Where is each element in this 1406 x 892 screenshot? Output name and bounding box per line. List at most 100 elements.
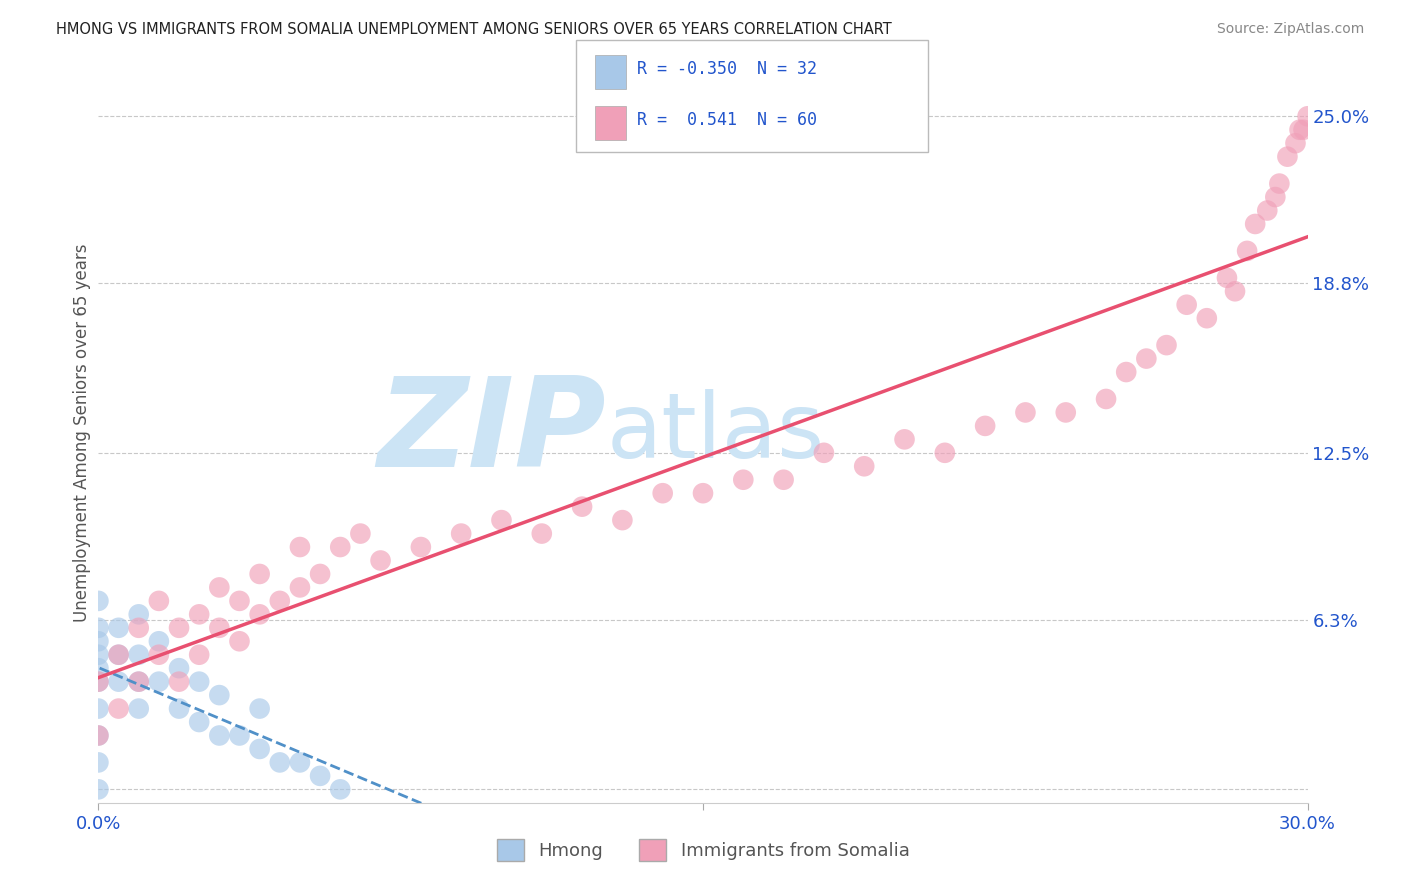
- Point: [87, 701, 110, 715]
- Point: [1268, 177, 1291, 191]
- Point: [208, 621, 231, 635]
- Point: [450, 526, 472, 541]
- Point: [1223, 285, 1246, 299]
- Point: [87, 594, 110, 608]
- Point: [249, 701, 271, 715]
- Point: [733, 473, 755, 487]
- Point: [228, 729, 250, 743]
- Point: [491, 513, 513, 527]
- Point: [813, 446, 835, 460]
- Point: [249, 742, 271, 756]
- Point: [87, 634, 110, 648]
- Point: [893, 433, 915, 447]
- Text: HMONG VS IMMIGRANTS FROM SOMALIA UNEMPLOYMENT AMONG SENIORS OVER 65 YEARS CORREL: HMONG VS IMMIGRANTS FROM SOMALIA UNEMPLO…: [56, 22, 891, 37]
- Point: [107, 648, 129, 662]
- Point: [288, 540, 311, 554]
- Point: [208, 688, 231, 702]
- Point: [249, 607, 271, 622]
- Point: [974, 418, 997, 433]
- Point: [87, 729, 110, 743]
- Point: [87, 782, 110, 797]
- Point: [1156, 338, 1178, 352]
- Point: [208, 729, 231, 743]
- Text: atlas: atlas: [606, 389, 824, 476]
- Point: [349, 526, 371, 541]
- Point: [188, 674, 211, 689]
- Text: R = -0.350  N = 32: R = -0.350 N = 32: [637, 61, 817, 78]
- Point: [228, 594, 250, 608]
- Point: [1264, 190, 1286, 204]
- Point: [409, 540, 432, 554]
- Point: [87, 648, 110, 662]
- Point: [1256, 203, 1278, 218]
- Point: [329, 540, 352, 554]
- Text: Source: ZipAtlas.com: Source: ZipAtlas.com: [1216, 22, 1364, 37]
- Point: [612, 513, 634, 527]
- Point: [188, 714, 211, 729]
- Point: [1195, 311, 1218, 326]
- Text: R =  0.541  N = 60: R = 0.541 N = 60: [637, 112, 817, 129]
- Point: [1054, 405, 1077, 419]
- Point: [1244, 217, 1267, 231]
- Point: [87, 661, 110, 675]
- Point: [370, 553, 392, 567]
- Point: [329, 782, 352, 797]
- Point: [167, 701, 190, 715]
- Point: [87, 674, 110, 689]
- Point: [1115, 365, 1137, 379]
- Point: [772, 473, 794, 487]
- Point: [107, 674, 129, 689]
- Point: [128, 607, 150, 622]
- Point: [87, 729, 110, 743]
- Point: [1284, 136, 1306, 151]
- Point: [1014, 405, 1036, 419]
- Point: [1216, 270, 1239, 285]
- Point: [107, 701, 129, 715]
- Point: [651, 486, 673, 500]
- Text: ZIP: ZIP: [378, 372, 606, 493]
- Point: [1175, 298, 1198, 312]
- Point: [87, 621, 110, 635]
- Point: [188, 607, 211, 622]
- Point: [148, 634, 170, 648]
- Y-axis label: Unemployment Among Seniors over 65 years: Unemployment Among Seniors over 65 years: [73, 244, 91, 622]
- Point: [167, 621, 190, 635]
- Point: [309, 566, 332, 581]
- Point: [128, 674, 150, 689]
- Point: [208, 581, 231, 595]
- Point: [1135, 351, 1157, 366]
- Point: [288, 756, 311, 770]
- Point: [269, 756, 291, 770]
- Point: [228, 634, 250, 648]
- Point: [269, 594, 291, 608]
- Point: [1236, 244, 1258, 258]
- Legend: Hmong, Immigrants from Somalia: Hmong, Immigrants from Somalia: [489, 831, 917, 868]
- Point: [107, 648, 129, 662]
- Point: [1292, 122, 1315, 136]
- Point: [188, 648, 211, 662]
- Point: [167, 661, 190, 675]
- Point: [530, 526, 553, 541]
- Point: [128, 621, 150, 635]
- Point: [934, 446, 956, 460]
- Point: [1095, 392, 1118, 406]
- Point: [309, 769, 332, 783]
- Point: [571, 500, 593, 514]
- Point: [692, 486, 714, 500]
- Point: [249, 566, 271, 581]
- Point: [167, 674, 190, 689]
- Point: [87, 674, 110, 689]
- Point: [1288, 122, 1310, 136]
- Point: [87, 756, 110, 770]
- Point: [107, 621, 129, 635]
- Point: [148, 648, 170, 662]
- Point: [288, 581, 311, 595]
- Point: [1277, 150, 1299, 164]
- Point: [1296, 109, 1319, 123]
- Point: [148, 674, 170, 689]
- Point: [128, 648, 150, 662]
- Point: [128, 701, 150, 715]
- Point: [853, 459, 876, 474]
- Point: [128, 674, 150, 689]
- Point: [148, 594, 170, 608]
